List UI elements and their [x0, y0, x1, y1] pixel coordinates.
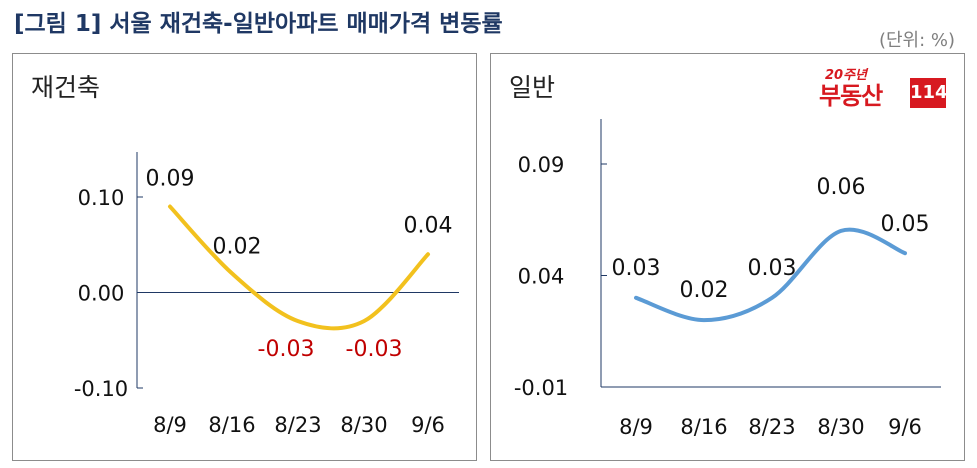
data-label: 0.03 — [612, 256, 661, 281]
x-tick-label: 8/9 — [619, 415, 653, 439]
logo-main-text: 부동산 — [819, 82, 883, 110]
series-line — [168, 204, 430, 331]
data-label: 0.04 — [404, 213, 453, 238]
y-tick-label: -0.10 — [74, 377, 128, 401]
chart-reconstruction: 0.10 0.00 -0.10 0.09 0.02 -0.03 -0.03 0.04 8/9 8/… — [74, 152, 459, 437]
chart-general: 0.09 0.04 -0.01 0.03 0.02 0.03 0.06 0.05 8/9 8/16… — [514, 119, 941, 439]
data-label: -0.03 — [258, 337, 315, 362]
x-tick-label: 8/16 — [680, 415, 727, 439]
panel-general: 일반 20주년 부동산 114 0.09 0.04 -0.01 0.03 0.02 0.0… — [490, 53, 965, 461]
unit-label: (단위: %) — [878, 30, 955, 51]
data-label: 0.02 — [213, 234, 262, 259]
y-tick-label: 0.09 — [518, 153, 565, 177]
series-line — [634, 227, 907, 323]
x-tick-label: 8/23 — [748, 415, 795, 439]
x-tick-label: 9/6 — [411, 413, 445, 437]
data-label: 0.05 — [881, 212, 930, 237]
y-tick-label: 0.04 — [518, 265, 565, 289]
panel-title-general: 일반 — [509, 73, 556, 102]
x-tick-label: 8/9 — [153, 413, 187, 437]
x-tick-label: 8/16 — [208, 413, 255, 437]
y-tick-label: -0.01 — [514, 376, 568, 400]
logo-anniversary-text: 20주년 — [825, 68, 868, 83]
logo-box-text: 114 — [910, 78, 948, 108]
x-tick-label: 9/6 — [888, 415, 922, 439]
data-label: 0.03 — [748, 256, 797, 281]
chart-title: [그림 1] 서울 재건축-일반아파트 매매가격 변동률 — [14, 11, 503, 37]
brand-logo: 20주년 부동산 114 — [817, 64, 951, 112]
y-tick-label: 0.00 — [78, 282, 125, 306]
data-label: 0.09 — [146, 167, 195, 192]
data-label: 0.06 — [817, 175, 866, 200]
data-label: -0.03 — [346, 337, 403, 362]
data-label: 0.02 — [680, 278, 729, 303]
panel-title-reconstruction: 재건축 — [31, 73, 101, 102]
x-tick-label: 8/23 — [274, 413, 321, 437]
x-tick-label: 8/30 — [340, 413, 387, 437]
y-tick-label: 0.10 — [78, 186, 125, 210]
panel-reconstruction: 재건축 0.10 0.00 -0.10 0.09 0.02 -0.03 -0.03 0.04 8… — [12, 53, 477, 461]
x-tick-label: 8/30 — [817, 415, 864, 439]
